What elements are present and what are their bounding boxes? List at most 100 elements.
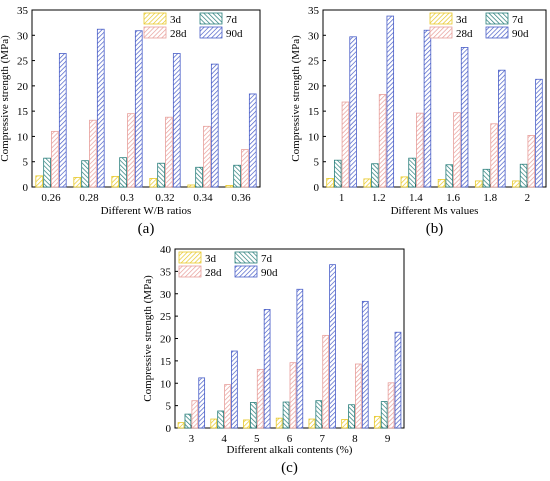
y-tick-label: 25 xyxy=(17,56,29,68)
bar-28d-1.2 xyxy=(378,94,387,188)
y-tick-label: 30 xyxy=(17,30,29,42)
bar-90d-1.8 xyxy=(498,69,506,188)
bar-3d-4 xyxy=(210,418,218,429)
bar-28d-0.34 xyxy=(203,125,211,188)
legend-label-3d: 3d xyxy=(456,14,468,26)
bar-3d-0.28 xyxy=(73,176,82,188)
legend-label-28d: 28d xyxy=(205,267,222,279)
bar-7d-1.2 xyxy=(371,163,379,188)
panel-label: (c) xyxy=(281,460,298,476)
legend-label-7d: 7d xyxy=(226,14,238,26)
legend-swatch-90d xyxy=(234,265,258,278)
y-tick-label: 5 xyxy=(166,401,172,413)
bar-3d-1.4 xyxy=(400,176,409,188)
bar-90d-8 xyxy=(361,300,369,429)
bar-3d-0.26 xyxy=(35,175,44,188)
x-tick-label: 0.36 xyxy=(231,192,251,204)
legend-label-7d: 7d xyxy=(261,253,273,265)
y-tick-label: 5 xyxy=(23,157,29,169)
bar-90d-3 xyxy=(198,377,206,429)
legend-swatch-7d xyxy=(199,12,223,25)
x-tick-label: 1.4 xyxy=(409,192,423,204)
bar-3d-6 xyxy=(275,417,283,429)
x-tick-label: 8 xyxy=(352,433,358,445)
legend-swatch-3d xyxy=(178,251,202,264)
bar-7d-6 xyxy=(282,401,290,429)
y-tick-label: 5 xyxy=(314,157,320,169)
x-tick-label: 1 xyxy=(339,192,345,204)
y-tick-label: 10 xyxy=(160,378,172,390)
legend-swatch-3d xyxy=(143,12,167,25)
legend-swatch-90d xyxy=(485,26,509,39)
bar-7d-3 xyxy=(184,413,192,429)
bar-28d-5 xyxy=(256,368,264,429)
y-tick-label: 0 xyxy=(314,182,320,194)
bar-90d-6 xyxy=(296,288,304,429)
bar-90d-5 xyxy=(263,309,271,429)
x-tick-label: 0.26 xyxy=(41,192,61,204)
x-axis-label: Different alkali contents (%) xyxy=(227,444,353,456)
bar-90d-0.3 xyxy=(134,30,143,188)
bar-7d-0.28 xyxy=(81,160,89,188)
y-tick-label: 10 xyxy=(308,131,320,143)
bar-90d-4 xyxy=(231,350,238,429)
bar-3d-5 xyxy=(243,419,250,429)
legend-swatch-28d xyxy=(429,26,453,39)
x-tick-label: 0.28 xyxy=(79,192,99,204)
y-tick-label: 35 xyxy=(17,5,29,17)
bar-7d-0.34 xyxy=(195,166,203,188)
x-axis-label: Different W/B ratios xyxy=(101,205,192,217)
bar-28d-0.32 xyxy=(165,116,173,188)
bar-7d-1 xyxy=(333,159,342,188)
bar-3d-1.8 xyxy=(474,180,483,188)
bar-7d-4 xyxy=(217,410,224,429)
plot-frame xyxy=(322,9,547,188)
y-tick-label: 0 xyxy=(166,423,172,435)
y-tick-label: 25 xyxy=(160,311,172,323)
bar-3d-1 xyxy=(326,178,334,188)
x-tick-label: 3 xyxy=(189,433,195,445)
legend-label-28d: 28d xyxy=(456,28,473,40)
bar-7d-8 xyxy=(348,404,355,429)
bar-28d-0.3 xyxy=(127,113,135,188)
bar-3d-0.34 xyxy=(187,184,196,188)
bar-3d-1.6 xyxy=(437,179,446,188)
bar-28d-9 xyxy=(387,382,395,429)
y-tick-label: 15 xyxy=(17,106,29,118)
chart-panel-b: 0 5 10 15 20 25 30 35 1 1.2 1.4 1.6 1.8 2 Compressive … xyxy=(290,5,547,237)
x-tick-label: 1.8 xyxy=(483,192,497,204)
bar-7d-2 xyxy=(519,163,528,188)
legend: 3d 7d 28d 90d xyxy=(143,12,243,40)
legend-swatch-7d xyxy=(485,12,509,25)
bar-28d-1 xyxy=(341,101,350,188)
legend-swatch-7d xyxy=(234,251,258,264)
y-axis-label: Compressive strength (MPa) xyxy=(0,35,11,162)
legend-label-7d: 7d xyxy=(512,14,524,26)
legend-label-28d: 28d xyxy=(170,28,187,40)
bar-3d-2 xyxy=(512,180,520,188)
y-tick-label: 30 xyxy=(308,30,320,42)
bar-7d-0.36 xyxy=(233,164,241,188)
bar-28d-8 xyxy=(355,363,362,429)
bar-90d-1.4 xyxy=(423,29,432,188)
bar-3d-3 xyxy=(177,422,185,429)
y-tick-label: 35 xyxy=(160,266,172,278)
bar-7d-1.8 xyxy=(482,168,491,188)
x-tick-label: 0.3 xyxy=(120,192,134,204)
bar-90d-0.32 xyxy=(172,53,181,188)
y-tick-label: 10 xyxy=(17,131,29,143)
x-tick-label: 9 xyxy=(385,433,391,445)
bar-7d-0.3 xyxy=(119,157,127,188)
chart-panel-a: 0 5 10 15 20 25 30 35 0.26 0.28 0.3 0.32 0.34 0.36 Com… xyxy=(0,5,261,237)
bar-90d-0.36 xyxy=(248,93,257,188)
y-tick-label: 20 xyxy=(17,81,29,93)
bar-28d-1.6 xyxy=(453,112,461,188)
bar-7d-7 xyxy=(315,400,323,429)
panel-label: (b) xyxy=(426,221,444,237)
legend-label-3d: 3d xyxy=(205,253,217,265)
bar-3d-7 xyxy=(308,418,316,429)
bar-28d-2 xyxy=(527,135,536,188)
x-tick-label: 0.34 xyxy=(193,192,213,204)
bar-3d-0.32 xyxy=(149,178,158,188)
